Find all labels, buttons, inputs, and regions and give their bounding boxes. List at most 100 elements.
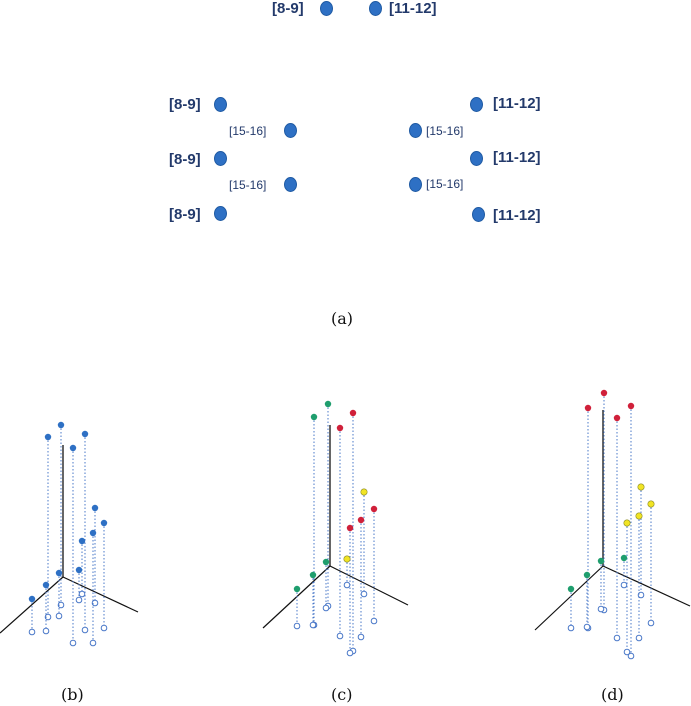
- b-data-point: [55, 569, 63, 577]
- d-base-point: [613, 634, 621, 642]
- b-axis-2: [62, 576, 139, 613]
- b-base-point: [44, 613, 52, 621]
- node-right-mid-1: [409, 123, 422, 138]
- b-base-point: [57, 601, 65, 609]
- d-data-point: [635, 512, 643, 520]
- d-data-point: [647, 500, 655, 508]
- b-data-point: [75, 566, 83, 574]
- c-data-point: [322, 558, 330, 566]
- label-8-9-left-2: [8-9]: [169, 151, 201, 168]
- b-base-point: [89, 639, 97, 647]
- node-top-left: [320, 1, 333, 16]
- c-data-point: [357, 516, 365, 524]
- b-base-point: [42, 627, 50, 635]
- b-base-point: [28, 628, 36, 636]
- label-11-12-right-2: [11-12]: [493, 149, 541, 166]
- node-left-mid-1: [284, 123, 297, 138]
- c-data-point: [293, 585, 301, 593]
- caption-b: (b): [61, 685, 84, 704]
- c-data-point: [309, 571, 317, 579]
- b-base-point: [69, 639, 77, 647]
- node-left-3: [214, 206, 227, 221]
- b-base-point: [55, 612, 63, 620]
- node-right-2: [470, 151, 483, 166]
- d-base-point: [635, 634, 643, 642]
- c-data-point: [310, 413, 318, 421]
- d-data-point: [620, 554, 628, 562]
- d-base-point: [597, 605, 605, 613]
- node-left-2: [214, 151, 227, 166]
- node-left-1: [214, 97, 227, 112]
- b-base-point: [78, 590, 86, 598]
- c-base-point: [343, 581, 351, 589]
- d-data-point: [583, 571, 591, 579]
- c-data-point: [336, 424, 344, 432]
- label-15-16-left-2: [15-16]: [229, 178, 267, 192]
- b-data-point: [69, 444, 77, 452]
- label-11-12-right-1: [11-12]: [493, 95, 541, 112]
- b-data-point: [57, 421, 65, 429]
- b-data-point: [89, 529, 97, 537]
- b-base-point: [100, 624, 108, 632]
- node-right-3: [472, 207, 485, 222]
- b-data-point: [100, 519, 108, 527]
- label-8-9-top: [8-9]: [272, 0, 304, 17]
- node-top-right: [369, 1, 382, 16]
- d-base-point: [620, 581, 628, 589]
- c-data-point: [360, 488, 368, 496]
- d-base-point: [647, 619, 655, 627]
- label-15-16-right-1: [15-16]: [426, 124, 464, 138]
- c-axis-2: [329, 565, 409, 606]
- d-data-point: [567, 585, 575, 593]
- b-base-point: [75, 596, 83, 604]
- label-8-9-left-3: [8-9]: [169, 206, 201, 223]
- c-data-point: [343, 555, 351, 563]
- b-data-point: [78, 537, 86, 545]
- d-data-point: [627, 402, 635, 410]
- b-base-point: [81, 626, 89, 634]
- c-base-point: [346, 649, 354, 657]
- node-right-1: [470, 97, 483, 112]
- d-data-point: [597, 557, 605, 565]
- c-base-point: [309, 621, 317, 629]
- c-base-point: [357, 633, 365, 641]
- label-11-12-right-3: [11-12]: [493, 207, 541, 224]
- label-15-16-left-1: [15-16]: [229, 124, 267, 138]
- caption-a: (a): [331, 309, 354, 328]
- d-data-point: [623, 519, 631, 527]
- d-base-point: [627, 652, 635, 660]
- c-base-point: [293, 622, 301, 630]
- d-data-point: [584, 404, 592, 412]
- b-data-point: [91, 504, 99, 512]
- c-base-point: [370, 617, 378, 625]
- c-base-point: [322, 604, 330, 612]
- label-11-12-top: [11-12]: [389, 0, 437, 17]
- c-data-point: [346, 524, 354, 532]
- b-data-point: [28, 595, 36, 603]
- b-base-point: [91, 599, 99, 607]
- c-data-point: [324, 400, 332, 408]
- label-15-16-right-2: [15-16]: [426, 177, 464, 191]
- caption-d: (d): [601, 685, 624, 704]
- b-data-point: [42, 581, 50, 589]
- d-data-point: [613, 414, 621, 422]
- node-left-mid-2: [284, 177, 297, 192]
- b-axis-1: [0, 576, 64, 634]
- label-8-9-left-1: [8-9]: [169, 96, 201, 113]
- d-axis-1: [534, 565, 604, 631]
- b-data-point: [44, 433, 52, 441]
- d-base-point: [583, 623, 591, 631]
- b-data-point: [81, 430, 89, 438]
- caption-c: (c): [331, 685, 353, 704]
- d-base-point: [623, 648, 631, 656]
- d-base-point: [637, 591, 645, 599]
- d-axis-2: [602, 565, 691, 607]
- d-data-point: [600, 389, 608, 397]
- d-base-point: [567, 624, 575, 632]
- c-data-point: [370, 505, 378, 513]
- node-right-mid-2: [409, 177, 422, 192]
- c-data-point: [349, 409, 357, 417]
